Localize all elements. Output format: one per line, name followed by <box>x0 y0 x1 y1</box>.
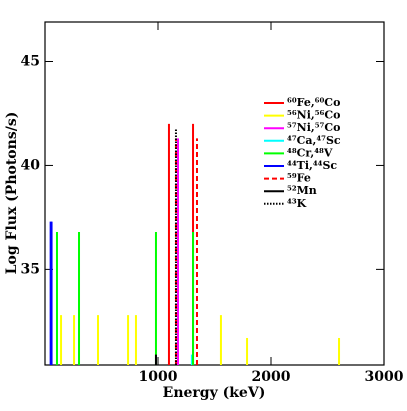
x-tick-label: 1000 <box>139 369 178 385</box>
y-axis-label: Log Flux (Photons/s) <box>4 112 20 275</box>
legend-label: ⁴⁸Cr,⁴⁸V <box>287 146 333 159</box>
plot-frame <box>44 21 385 366</box>
legend-label: ⁴⁴Ti,⁴⁴Sc <box>287 159 337 172</box>
legend-label: ⁵²Mn <box>287 184 317 197</box>
x-axis-label: Energy (keV) <box>163 385 266 401</box>
legend-label: ⁴³K <box>287 197 307 210</box>
x-tick-label: 2000 <box>252 369 291 385</box>
legend-label: ⁵⁷Ni,⁵⁷Co <box>287 121 340 134</box>
y-tick-label: 35 <box>21 261 40 277</box>
legend-label: ⁴⁷Ca,⁴⁷Sc <box>287 134 341 147</box>
y-tick-label: 45 <box>21 53 40 69</box>
legend-label: ⁵⁹Fe <box>287 172 311 185</box>
legend-label: ⁵⁶Ni,⁵⁶Co <box>287 109 340 122</box>
x-tick-label: 3000 <box>365 369 404 385</box>
y-tick-label: 40 <box>21 157 41 173</box>
legend-label: ⁶⁰Fe,⁶⁰Co <box>287 96 340 109</box>
